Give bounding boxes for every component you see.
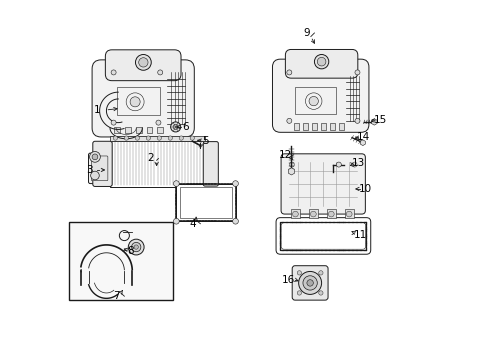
FancyBboxPatch shape — [276, 218, 370, 254]
Circle shape — [113, 136, 117, 140]
Circle shape — [157, 136, 161, 140]
Text: 11: 11 — [353, 230, 366, 239]
Text: 6: 6 — [182, 122, 188, 132]
Bar — [338, 123, 343, 130]
Bar — [311, 123, 316, 130]
FancyBboxPatch shape — [203, 141, 218, 186]
Bar — [110, 140, 204, 187]
Circle shape — [354, 118, 359, 123]
Circle shape — [286, 118, 291, 123]
Text: 12: 12 — [279, 150, 292, 160]
Circle shape — [292, 211, 298, 217]
Circle shape — [297, 271, 301, 275]
Bar — [326, 210, 335, 219]
Bar — [114, 127, 120, 134]
Circle shape — [232, 219, 238, 224]
Circle shape — [124, 136, 128, 140]
Circle shape — [303, 276, 317, 290]
FancyBboxPatch shape — [88, 153, 110, 184]
Bar — [303, 123, 307, 130]
FancyBboxPatch shape — [105, 50, 181, 81]
Bar — [146, 127, 152, 134]
Text: 4: 4 — [189, 219, 195, 229]
Circle shape — [170, 122, 180, 132]
Bar — [294, 87, 335, 114]
Circle shape — [336, 162, 341, 167]
Circle shape — [328, 211, 333, 217]
Bar — [69, 222, 172, 300]
Circle shape — [351, 162, 356, 167]
Text: 10: 10 — [358, 184, 371, 194]
Circle shape — [318, 291, 323, 295]
Circle shape — [297, 291, 301, 295]
Circle shape — [158, 70, 163, 75]
Text: 1: 1 — [93, 105, 100, 115]
Circle shape — [173, 181, 179, 186]
FancyBboxPatch shape — [281, 154, 365, 214]
FancyBboxPatch shape — [93, 141, 112, 186]
Circle shape — [190, 136, 194, 140]
Text: 8: 8 — [127, 246, 134, 256]
Text: 13: 13 — [351, 158, 365, 168]
FancyBboxPatch shape — [92, 60, 194, 137]
Circle shape — [90, 171, 99, 180]
Circle shape — [168, 136, 172, 140]
Circle shape — [308, 96, 318, 106]
Circle shape — [298, 271, 321, 294]
Circle shape — [111, 120, 116, 125]
Text: 16: 16 — [281, 275, 294, 285]
Circle shape — [134, 245, 138, 249]
Circle shape — [318, 271, 323, 275]
FancyBboxPatch shape — [91, 156, 108, 181]
FancyBboxPatch shape — [272, 59, 368, 132]
Text: 15: 15 — [373, 115, 386, 125]
Circle shape — [92, 154, 98, 160]
Circle shape — [135, 136, 139, 140]
Circle shape — [139, 58, 148, 67]
Circle shape — [286, 70, 291, 75]
Circle shape — [111, 70, 116, 75]
Circle shape — [306, 280, 313, 286]
FancyBboxPatch shape — [285, 49, 357, 78]
Circle shape — [314, 54, 328, 69]
Text: 7: 7 — [113, 291, 120, 301]
Circle shape — [179, 136, 183, 140]
FancyBboxPatch shape — [292, 266, 327, 300]
Circle shape — [232, 181, 238, 186]
Bar — [176, 184, 235, 221]
Circle shape — [135, 54, 151, 70]
Circle shape — [146, 136, 150, 140]
Bar — [117, 87, 160, 116]
Bar — [329, 123, 334, 130]
Circle shape — [131, 242, 141, 252]
Circle shape — [317, 57, 325, 66]
Bar — [157, 127, 163, 134]
Circle shape — [289, 162, 294, 167]
Text: 14: 14 — [356, 132, 369, 142]
Bar — [293, 123, 298, 130]
Circle shape — [173, 219, 179, 224]
Text: 5: 5 — [202, 136, 209, 146]
Bar — [290, 210, 299, 219]
Bar — [320, 123, 325, 130]
Bar — [344, 210, 353, 219]
Bar — [125, 127, 131, 134]
Circle shape — [130, 97, 140, 107]
Text: 2: 2 — [147, 153, 154, 163]
Circle shape — [354, 70, 359, 75]
Circle shape — [156, 120, 161, 125]
Circle shape — [89, 152, 100, 162]
Circle shape — [310, 211, 316, 217]
Text: 3: 3 — [86, 165, 93, 175]
Circle shape — [173, 125, 178, 130]
FancyBboxPatch shape — [281, 223, 365, 249]
Circle shape — [128, 239, 144, 255]
Text: 9: 9 — [303, 28, 309, 38]
Bar — [308, 210, 317, 219]
Bar — [136, 127, 142, 134]
Circle shape — [346, 211, 351, 217]
Bar — [180, 187, 231, 218]
Bar — [110, 135, 204, 140]
